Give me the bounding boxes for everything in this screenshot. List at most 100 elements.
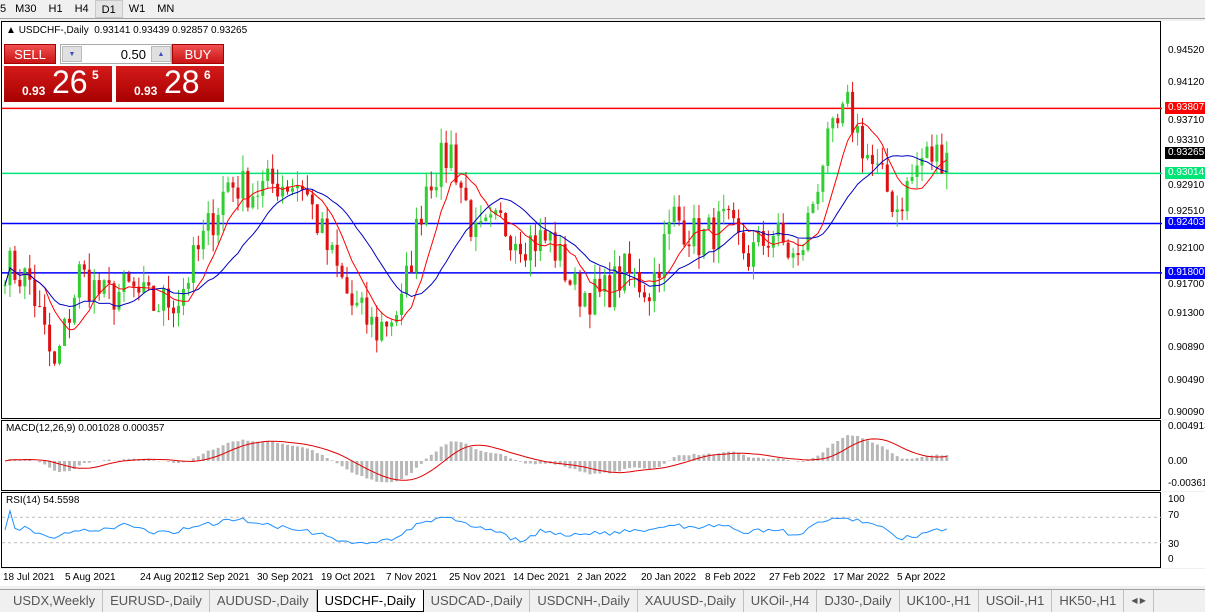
timeframe-d1[interactable]: D1 [94, 0, 123, 18]
candle-body [102, 280, 106, 294]
chart-tab[interactable]: USDCHF-,Daily [316, 590, 424, 612]
macd-axis-label: 0.00 [1168, 456, 1188, 467]
chart-tab[interactable]: USDX,Weekly [6, 590, 104, 612]
candle-body [781, 222, 785, 243]
ohlc-values: 0.93141 0.93439 0.92857 0.93265 [94, 25, 248, 36]
candle-body [712, 217, 716, 250]
candle-body [682, 220, 686, 245]
price-tick: 0.91300 [1168, 308, 1205, 320]
symbol-label: USDCHF-,Daily [18, 25, 89, 36]
timeframe-w1[interactable]: W1 [128, 3, 146, 15]
candle-body [181, 288, 185, 306]
timeframe-h4[interactable]: H4 [74, 3, 89, 15]
candle-body [890, 191, 894, 212]
chart-tab[interactable]: XAUUSD-,Daily [638, 590, 744, 612]
candle-body [261, 180, 265, 196]
lot-size-input[interactable] [83, 46, 149, 62]
candle-body [395, 315, 399, 323]
candle-body [910, 176, 914, 181]
current-price-tag: 0.93265 [1165, 146, 1205, 159]
candle-body [737, 218, 741, 233]
candle-body [519, 243, 523, 255]
macd-panel[interactable]: MACD(12,26,9) 0.001028 0.000357 0.004913… [0, 420, 1205, 491]
candle-body [509, 236, 513, 251]
candle-body [127, 273, 131, 282]
candle-body [365, 297, 369, 325]
rsi-axis-label: 30 [1168, 539, 1180, 550]
chart-tab[interactable]: DJ30-,Daily [817, 590, 900, 612]
timeframe-mn[interactable]: MN [157, 3, 175, 15]
candle-body [657, 271, 661, 279]
candle-body [444, 142, 448, 168]
buy-button[interactable]: BUY [172, 44, 224, 64]
main-chart[interactable]: ▲ USDCHF-,Daily 0.93141 0.93439 0.92857 … [0, 21, 1205, 419]
candle-body [310, 194, 314, 205]
candle-body [543, 230, 547, 241]
candle-body [469, 200, 473, 237]
buy-price[interactable]: 0.93 28 6 [116, 64, 224, 102]
candle-body [499, 210, 503, 214]
candle-body [672, 206, 676, 223]
chart-tab[interactable]: USDCNH-,Daily [530, 590, 638, 612]
timeframe-m30[interactable]: M30 [15, 3, 37, 15]
timeframe-h1[interactable]: H1 [48, 3, 63, 15]
sell-price[interactable]: 0.93 26 5 [4, 64, 112, 102]
candle-body [771, 235, 775, 248]
candle-body [831, 118, 835, 129]
date-tick: 14 Dec 2021 [513, 572, 570, 583]
price-tick: 0.94520 [1168, 44, 1205, 56]
candle-body [578, 273, 582, 307]
chart-tab[interactable]: HK50-,H1 [1052, 590, 1125, 612]
decrease-lot-icon[interactable]: ▼ [62, 46, 82, 62]
candle-body [360, 297, 364, 303]
candle-body [414, 218, 418, 273]
price-tick: 0.91700 [1168, 279, 1205, 291]
macd-axis-label: 0.004913 [1168, 421, 1205, 432]
candle-body [677, 206, 681, 221]
chart-tab[interactable]: AUDUSD-,Daily [210, 590, 317, 612]
candle-body [67, 318, 71, 323]
increase-lot-icon[interactable]: ▲ [151, 46, 171, 62]
candle-body [945, 152, 949, 174]
candle-body [132, 281, 136, 287]
candle-body [172, 307, 176, 314]
rsi-panel[interactable]: RSI(14) 54.5598 100 70 30 0 [0, 492, 1205, 568]
price-tick: 0.90890 [1168, 341, 1205, 353]
sell-price-prefix: 0.93 [22, 84, 46, 98]
candle-body [390, 322, 394, 327]
fast-moving-average-line [4, 122, 948, 331]
candle-body [28, 268, 32, 280]
level-price-tag: 0.93014 [1165, 167, 1205, 180]
candle-body [375, 316, 379, 341]
candle-body [865, 154, 869, 159]
candle-body [385, 321, 389, 327]
candle-body [176, 305, 180, 314]
tab-scroll-icon[interactable]: ◀ ▶ [1124, 590, 1154, 612]
chart-tab[interactable]: UK100-,H1 [900, 590, 979, 612]
candle-body [38, 306, 42, 308]
candle-body [449, 144, 453, 168]
sell-button[interactable]: SELL [4, 44, 56, 64]
chart-tab[interactable]: UKOil-,H4 [744, 590, 818, 612]
candle-body [325, 218, 329, 251]
candle-body [628, 253, 632, 274]
candle-body [58, 345, 62, 364]
candle-body [538, 230, 542, 252]
timeframe-toolbar: 5 M30 H1 H4 D1 W1 MN [0, 0, 1205, 19]
candle-body [196, 245, 200, 250]
chart-tab[interactable]: USDCAD-,Daily [424, 590, 531, 612]
candle-body [211, 213, 215, 236]
candle-body [315, 204, 319, 234]
candle-body [786, 242, 790, 258]
timeframe-5[interactable]: 5 [0, 3, 7, 15]
chart-tab[interactable]: USOil-,H1 [979, 590, 1053, 612]
candle-body [13, 250, 17, 280]
date-tick: 27 Feb 2022 [769, 572, 826, 583]
candle-body [806, 212, 810, 251]
date-tick: 12 Sep 2021 [193, 572, 250, 583]
chart-tab[interactable]: EURUSD-,Daily [103, 590, 210, 612]
candle-body [479, 221, 483, 223]
candle-body [870, 154, 874, 165]
slow-moving-average-line [4, 155, 947, 308]
candle-body [43, 306, 47, 325]
